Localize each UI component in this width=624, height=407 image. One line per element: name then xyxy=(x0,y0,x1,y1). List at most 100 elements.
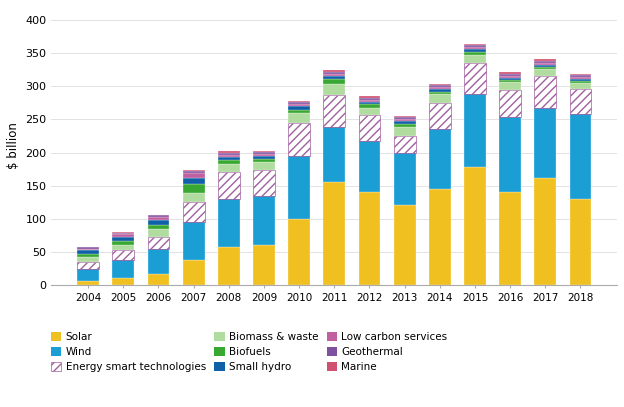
Bar xyxy=(464,52,486,55)
Bar xyxy=(147,220,169,225)
Bar xyxy=(429,103,451,129)
Bar xyxy=(253,195,275,245)
Bar xyxy=(394,119,416,121)
Bar xyxy=(570,83,592,89)
Bar xyxy=(464,44,486,45)
Bar xyxy=(77,263,99,269)
Bar xyxy=(112,260,134,278)
Bar xyxy=(147,274,169,285)
Bar xyxy=(253,159,275,162)
Bar xyxy=(218,247,240,285)
Bar xyxy=(394,136,416,153)
Bar xyxy=(253,162,275,171)
Bar xyxy=(218,173,240,199)
Bar xyxy=(288,123,310,156)
Bar xyxy=(147,237,169,249)
Bar xyxy=(323,95,345,127)
Bar xyxy=(288,114,310,123)
Bar xyxy=(570,81,592,83)
Bar xyxy=(429,129,451,189)
Bar xyxy=(183,202,205,222)
Bar xyxy=(147,249,169,274)
Bar xyxy=(464,63,486,94)
Bar xyxy=(359,116,381,141)
Bar xyxy=(394,118,416,119)
Bar xyxy=(464,49,486,52)
Bar xyxy=(218,173,240,199)
Bar xyxy=(534,61,556,63)
Bar xyxy=(77,257,99,263)
Bar xyxy=(499,90,521,118)
Bar xyxy=(253,154,275,156)
Bar xyxy=(288,106,310,109)
Bar xyxy=(112,234,134,236)
Bar xyxy=(112,250,134,260)
Bar xyxy=(112,232,134,233)
Bar xyxy=(112,236,134,241)
Bar xyxy=(323,72,345,74)
Bar xyxy=(359,141,381,192)
Bar xyxy=(429,87,451,89)
Bar xyxy=(359,100,381,102)
Bar xyxy=(253,151,275,152)
Bar xyxy=(394,116,416,118)
Bar xyxy=(147,237,169,249)
Bar xyxy=(77,269,99,281)
Bar xyxy=(499,76,521,78)
Bar xyxy=(288,109,310,114)
Y-axis label: $ billion: $ billion xyxy=(7,123,20,169)
Bar xyxy=(534,69,556,76)
Bar xyxy=(323,182,345,285)
Bar xyxy=(359,104,381,107)
Bar xyxy=(429,92,451,94)
Bar xyxy=(499,72,521,74)
Bar xyxy=(288,156,310,219)
Bar xyxy=(499,80,521,82)
Bar xyxy=(570,75,592,77)
Bar xyxy=(534,59,556,61)
Bar xyxy=(253,171,275,195)
Bar xyxy=(359,116,381,141)
Bar xyxy=(323,95,345,127)
Bar xyxy=(359,192,381,285)
Bar xyxy=(288,101,310,102)
Bar xyxy=(183,184,205,193)
Bar xyxy=(77,247,99,249)
Bar xyxy=(77,249,99,250)
Bar xyxy=(323,127,345,182)
Bar xyxy=(77,281,99,285)
Bar xyxy=(147,217,169,220)
Bar xyxy=(429,103,451,129)
Bar xyxy=(253,245,275,285)
Bar xyxy=(147,215,169,217)
Bar xyxy=(77,250,99,254)
Bar xyxy=(429,84,451,85)
Bar xyxy=(288,104,310,106)
Bar xyxy=(253,156,275,159)
Bar xyxy=(429,85,451,87)
Bar xyxy=(183,193,205,202)
Bar xyxy=(359,98,381,100)
Bar xyxy=(288,102,310,104)
Bar xyxy=(359,107,381,116)
Bar xyxy=(183,222,205,260)
Bar xyxy=(570,77,592,79)
Bar xyxy=(77,254,99,257)
Bar xyxy=(394,127,416,136)
Bar xyxy=(394,206,416,285)
Bar xyxy=(323,74,345,76)
Bar xyxy=(394,124,416,127)
Bar xyxy=(218,157,240,160)
Bar xyxy=(570,79,592,81)
Bar xyxy=(183,202,205,222)
Bar xyxy=(288,123,310,156)
Bar xyxy=(534,107,556,178)
Bar xyxy=(323,70,345,72)
Bar xyxy=(112,245,134,250)
Bar xyxy=(534,76,556,107)
Bar xyxy=(464,47,486,49)
Bar xyxy=(112,250,134,260)
Bar xyxy=(429,89,451,92)
Bar xyxy=(253,171,275,195)
Bar xyxy=(570,114,592,199)
